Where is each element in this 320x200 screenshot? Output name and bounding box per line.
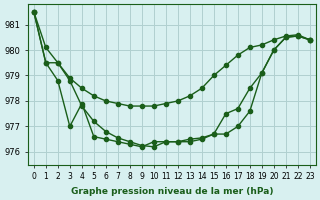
X-axis label: Graphe pression niveau de la mer (hPa): Graphe pression niveau de la mer (hPa) [71,187,273,196]
